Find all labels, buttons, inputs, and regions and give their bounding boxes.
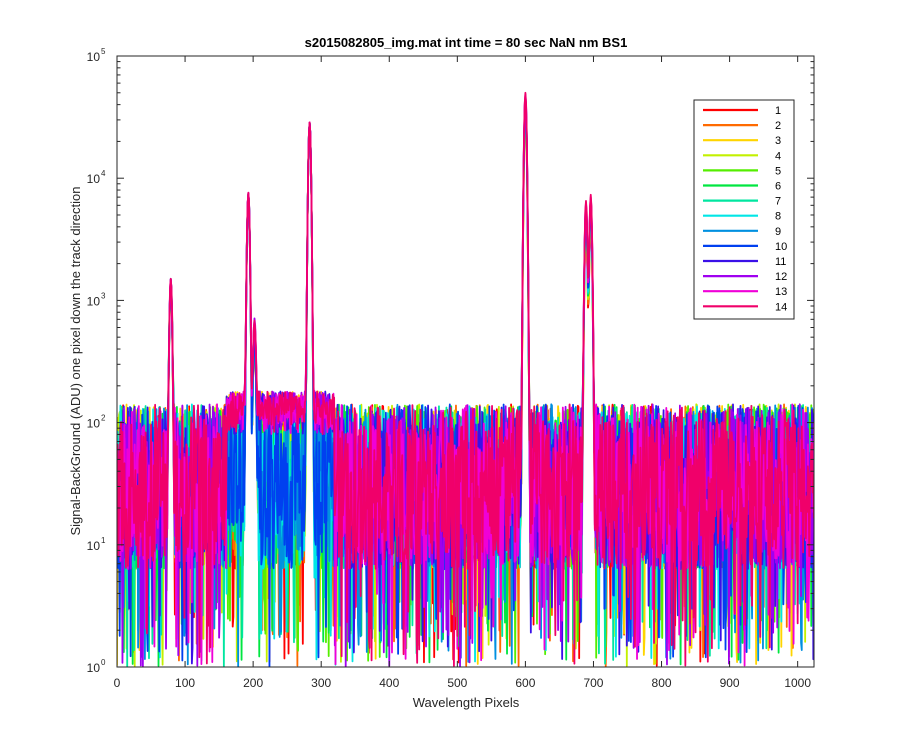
- series-layer: [117, 91, 814, 667]
- y-tick-exponent: 1: [101, 536, 106, 545]
- legend-box: [693, 99, 795, 320]
- chart-title: s2015082805_img.mat int time = 80 sec Na…: [305, 35, 628, 50]
- y-tick-label: 10: [87, 294, 101, 308]
- legend-label-13: 13: [775, 286, 787, 298]
- x-tick-label: 1000: [784, 676, 811, 690]
- y-tick-exponent: 2: [101, 414, 106, 423]
- legend-label-1: 1: [775, 105, 781, 117]
- y-tick-exponent: 5: [101, 47, 106, 56]
- legend-label-12: 12: [775, 271, 787, 283]
- x-axis: 0 100 200 300 400 500 600 700 800 900 1000: [114, 56, 811, 690]
- y-tick-exponent: 0: [101, 658, 106, 667]
- y-tick-label: 10: [87, 50, 101, 64]
- x-tick-label: 100: [175, 676, 195, 690]
- legend-label-8: 8: [775, 211, 781, 223]
- x-tick-label: 300: [311, 676, 331, 690]
- x-tick-label: 500: [447, 676, 467, 690]
- y-tick-label: 10: [87, 539, 101, 553]
- legend-label-9: 9: [775, 226, 781, 238]
- legend-label-11: 11: [775, 256, 786, 268]
- legend-label-2: 2: [775, 120, 781, 132]
- y-tick-label: 10: [87, 172, 101, 186]
- x-tick-label: 800: [652, 676, 672, 690]
- y-tick-label: 10: [87, 417, 101, 431]
- x-tick-label: 400: [379, 676, 399, 690]
- legend-label-3: 3: [775, 135, 781, 147]
- x-tick-label: 600: [515, 676, 535, 690]
- series-line-14: [117, 91, 814, 667]
- x-tick-label: 0: [114, 676, 121, 690]
- plot-frame: [116, 55, 815, 668]
- y-tick-exponent: 3: [101, 291, 106, 300]
- x-tick-label: 200: [243, 676, 263, 690]
- x-tick-label: 900: [720, 676, 740, 690]
- y-tick-exponent: 4: [101, 169, 106, 178]
- legend-label-7: 7: [775, 196, 781, 208]
- x-axis-label: Wavelength Pixels: [413, 695, 520, 710]
- y-axis-label: Signal-BackGround (ADU) one pixel down t…: [68, 186, 83, 535]
- legend-label-4: 4: [775, 150, 781, 162]
- legend-label-5: 5: [775, 165, 781, 177]
- y-tick-label: 10: [87, 661, 101, 675]
- legend-label-10: 10: [775, 241, 787, 253]
- legend-label-14: 14: [775, 301, 787, 313]
- legend-label-6: 6: [775, 181, 781, 193]
- x-tick-label: 700: [583, 676, 603, 690]
